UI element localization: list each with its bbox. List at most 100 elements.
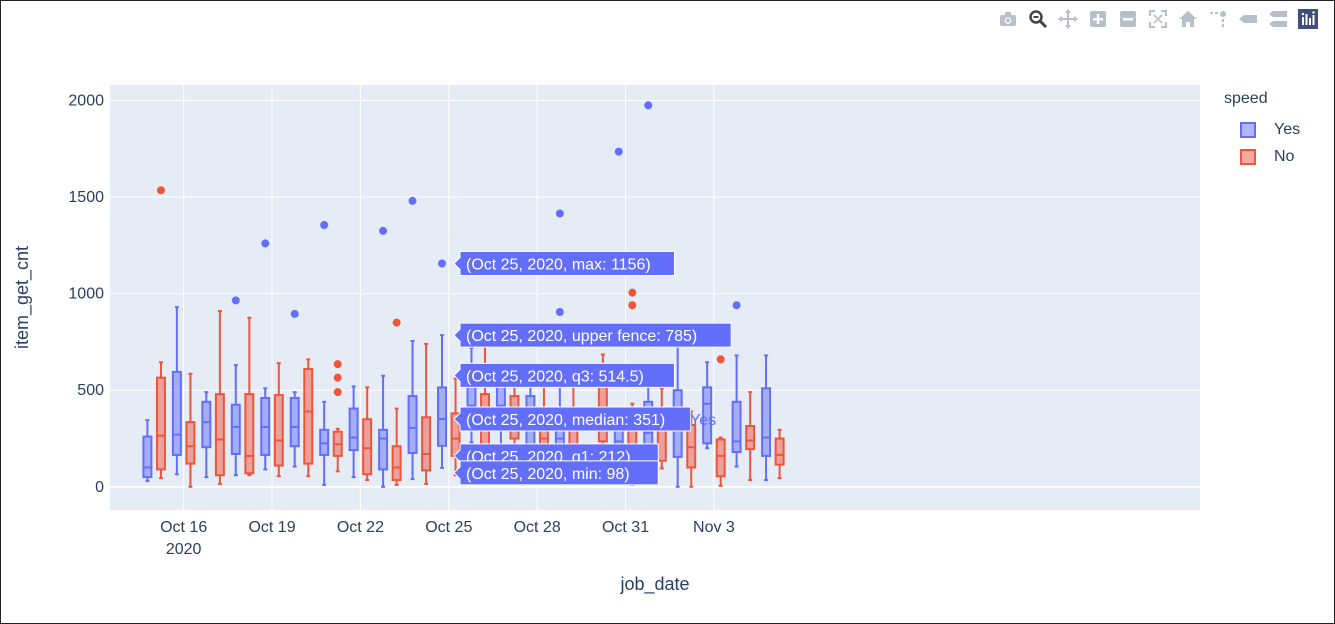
x-tick-label: Oct 22 [337, 519, 384, 536]
outlier-point[interactable] [392, 318, 401, 327]
zoom-out-icon[interactable] [1113, 8, 1143, 30]
box-yes[interactable] [437, 259, 447, 469]
box-yes[interactable] [289, 309, 300, 468]
legend: speed Yes No [1224, 90, 1300, 170]
box-iqr [303, 367, 314, 465]
hover-label-min: (Oct 25, 2020, min: 98) [453, 460, 659, 486]
outlier-point[interactable] [333, 388, 342, 397]
box-iqr [289, 396, 300, 448]
outlier-point[interactable] [628, 301, 637, 310]
box-no[interactable] [273, 362, 284, 478]
x-tick-label: Oct 28 [514, 519, 561, 536]
outlier-point[interactable] [261, 239, 270, 248]
outlier-point[interactable] [320, 221, 329, 230]
outlier-point[interactable] [156, 186, 165, 195]
box-yes[interactable] [702, 361, 713, 450]
series-no [155, 186, 785, 488]
hover-closest-icon[interactable] [1233, 8, 1263, 30]
box-yes[interactable] [201, 391, 212, 479]
box-no[interactable] [774, 428, 785, 480]
box-no[interactable] [362, 386, 373, 482]
zoom-in-icon[interactable] [1083, 8, 1113, 30]
box-iqr [185, 421, 196, 465]
box-iqr [142, 435, 153, 479]
box-iqr [171, 370, 182, 456]
box-no[interactable] [214, 310, 225, 485]
outlier-point[interactable] [379, 226, 388, 235]
y-tick-label: 0 [95, 479, 104, 496]
box-iqr [348, 407, 359, 452]
hover-label-q3: (Oct 25, 2020, q3: 514.5) [453, 362, 675, 388]
legend-label-no: No [1274, 147, 1295, 165]
home-icon[interactable] [1173, 8, 1203, 30]
box-iqr [731, 400, 742, 454]
box-iqr [774, 437, 785, 466]
box-iqr [761, 387, 772, 457]
box-no[interactable] [332, 360, 343, 473]
spike-lines-icon[interactable] [1203, 8, 1233, 30]
x-tick-label: Oct 31 [602, 519, 649, 536]
box-no[interactable] [745, 391, 756, 482]
box-yes[interactable] [142, 419, 153, 483]
outlier-point[interactable] [628, 288, 637, 297]
box-no[interactable] [421, 342, 432, 485]
box-no[interactable] [391, 318, 402, 486]
box-yes[interactable] [731, 301, 742, 468]
hover-label-box [453, 460, 659, 486]
box-no[interactable] [303, 358, 314, 478]
modebar [993, 8, 1323, 30]
outlier-point[interactable] [614, 147, 623, 156]
outlier-point[interactable] [231, 296, 240, 305]
outlier-point[interactable] [555, 209, 564, 218]
box-yes[interactable] [260, 239, 271, 471]
box-yes[interactable] [171, 306, 182, 476]
box-yes[interactable] [761, 354, 772, 482]
outlier-point[interactable] [716, 355, 725, 364]
box-yes[interactable] [407, 196, 418, 481]
outlier-point[interactable] [644, 101, 653, 110]
outlier-point[interactable] [290, 309, 299, 318]
legend-item-yes[interactable]: Yes [1224, 116, 1300, 143]
box-yes[interactable] [319, 221, 330, 486]
y-tick-label: 1000 [68, 286, 104, 303]
hover-label-text: (Oct 25, 2020, max: 1156) [466, 257, 651, 274]
box-iqr [407, 395, 418, 455]
autoscale-icon[interactable] [1143, 8, 1173, 30]
zoom-icon[interactable] [1023, 8, 1053, 30]
outlier-point[interactable] [408, 196, 417, 205]
box-iqr [421, 416, 432, 472]
pan-icon[interactable] [1053, 8, 1083, 30]
box-iqr [702, 386, 713, 445]
box-iqr [745, 424, 756, 451]
hover-label-box [453, 322, 732, 348]
outlier-point[interactable] [732, 301, 741, 310]
hover-label-text: (Oct 25, 2020, q3: 514.5) [466, 368, 644, 385]
legend-item-no[interactable]: No [1224, 143, 1300, 170]
legend-title: speed [1224, 90, 1268, 107]
outlier-point[interactable] [333, 360, 342, 369]
x-axis-title: job_date [619, 574, 689, 595]
camera-icon[interactable] [993, 8, 1023, 30]
box-iqr [214, 393, 225, 477]
box-no[interactable] [185, 372, 196, 488]
box-yes[interactable] [230, 296, 241, 477]
box-no[interactable] [244, 316, 255, 477]
box-iqr [378, 428, 389, 471]
box-no[interactable] [155, 186, 166, 480]
y-tick-label: 500 [77, 382, 104, 399]
x-tick-label: Oct 16 [160, 519, 207, 536]
outlier-point[interactable] [438, 259, 447, 268]
legend-swatch-no [1240, 148, 1256, 165]
y-tick-label: 2000 [68, 92, 104, 109]
hover-label-text: (Oct 25, 2020, median: 351) [466, 412, 665, 429]
legend-swatch-yes [1240, 121, 1256, 138]
box-iqr [391, 445, 402, 482]
hover-label-text: (Oct 25, 2020, min: 98) [466, 466, 630, 483]
outlier-point[interactable] [555, 307, 564, 316]
hover-compare-icon[interactable] [1263, 8, 1293, 30]
box-yes[interactable] [348, 385, 359, 479]
y-axis-title: item_get_cnt [12, 246, 33, 349]
outlier-point[interactable] [333, 373, 342, 382]
box-yes[interactable] [378, 226, 389, 488]
plotly-logo-icon[interactable] [1293, 8, 1323, 30]
